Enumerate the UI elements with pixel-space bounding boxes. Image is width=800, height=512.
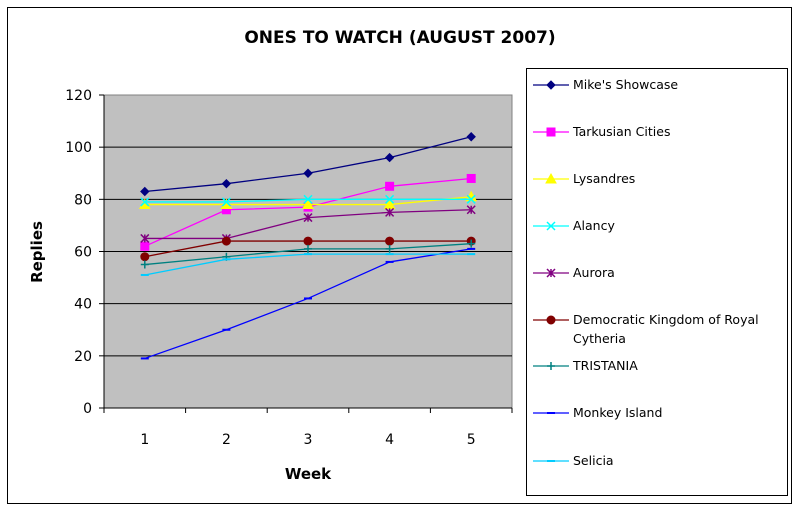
legend-symbol — [546, 268, 556, 278]
chart-title: ONES TO WATCH (AUGUST 2007) — [244, 28, 555, 48]
y-tick-label: 60 — [74, 245, 92, 261]
legend-label: TRISTANIA — [573, 358, 638, 373]
x-tick-label: 4 — [385, 432, 394, 448]
data-point — [466, 194, 476, 204]
data-point — [140, 186, 150, 197]
data-point — [385, 181, 395, 191]
legend-item: Democratic Kingdom of Royal Cytheria — [533, 312, 783, 348]
data-point — [385, 194, 395, 204]
legend-marker — [533, 172, 569, 184]
y-tick-label: 120 — [65, 88, 92, 104]
data-point — [140, 241, 150, 251]
series-3 — [140, 194, 476, 207]
legend-symbol — [546, 221, 556, 231]
legend-item: TRISTANIA — [533, 358, 783, 375]
legend-label: Mike's Showcase — [573, 77, 679, 92]
data-point — [303, 236, 313, 246]
legend-marker — [533, 460, 569, 462]
x-axis-label: Week — [285, 465, 332, 483]
legend-item: Tarkusian Cities — [533, 124, 783, 141]
legend-symbol — [546, 315, 556, 325]
y-tick-label: 40 — [74, 297, 92, 313]
series-7 — [140, 247, 476, 360]
legend-label: Alancy — [573, 218, 615, 233]
y-axis-label: Replies — [28, 221, 46, 283]
data-point — [384, 152, 395, 163]
legend-marker — [533, 127, 569, 137]
legend-marker — [533, 221, 569, 231]
data-point — [385, 244, 394, 253]
x-tick-label: 2 — [222, 432, 231, 448]
legend-item: Lysandres — [533, 171, 783, 188]
x-tick-label: 3 — [304, 432, 313, 448]
data-point — [303, 213, 313, 223]
y-tick-label: 20 — [74, 349, 92, 365]
legend-symbol — [546, 80, 556, 90]
data-point — [302, 198, 314, 210]
y-tick-label: 0 — [83, 401, 92, 417]
legend-marker — [533, 362, 569, 370]
legend-item: Aurora — [533, 265, 783, 282]
legend-label: Tarkusian Cities — [573, 124, 671, 139]
y-tick-label: 100 — [65, 140, 92, 156]
data-point — [140, 252, 150, 262]
data-point — [385, 207, 395, 217]
data-point — [466, 173, 476, 183]
legend-label: Lysandres — [573, 171, 636, 186]
data-point — [304, 244, 312, 253]
series-6 — [140, 239, 476, 269]
legend-item: Alancy — [533, 218, 783, 235]
data-point — [221, 178, 232, 189]
data-point — [467, 239, 476, 248]
data-point — [140, 197, 150, 207]
legend: Mike's Showcase Tarkusian Cities Lysandres… — [526, 68, 788, 496]
legend-marker — [533, 80, 569, 90]
legend-item: Selicia — [533, 453, 783, 470]
data-point — [140, 260, 149, 269]
legend-label: Democratic Kingdom of Royal Cytheria — [573, 312, 759, 346]
legend-label: Aurora — [573, 265, 615, 280]
data-point — [303, 168, 313, 178]
data-point — [385, 236, 395, 246]
legend-symbol — [547, 362, 555, 370]
data-point — [466, 205, 476, 215]
legend-label: Selicia — [573, 453, 614, 468]
legend-symbol — [546, 127, 556, 137]
legend-marker — [533, 315, 569, 325]
x-tick-label: 5 — [467, 432, 476, 448]
data-point — [466, 132, 476, 142]
legend-symbol — [545, 172, 557, 184]
series-8 — [140, 253, 476, 276]
legend-item: Mike's Showcase — [533, 77, 783, 94]
legend-marker — [533, 412, 569, 414]
legend-label: Monkey Island — [573, 405, 663, 420]
series-2 — [138, 190, 478, 210]
x-tick-label: 1 — [140, 432, 149, 448]
legend-marker — [533, 268, 569, 278]
series-0 — [140, 132, 476, 197]
y-tick-label: 80 — [74, 192, 92, 208]
data-point — [303, 194, 313, 204]
data-point — [221, 197, 231, 207]
data-point — [221, 236, 231, 246]
legend-item: Monkey Island — [533, 405, 783, 422]
data-point — [140, 233, 150, 243]
